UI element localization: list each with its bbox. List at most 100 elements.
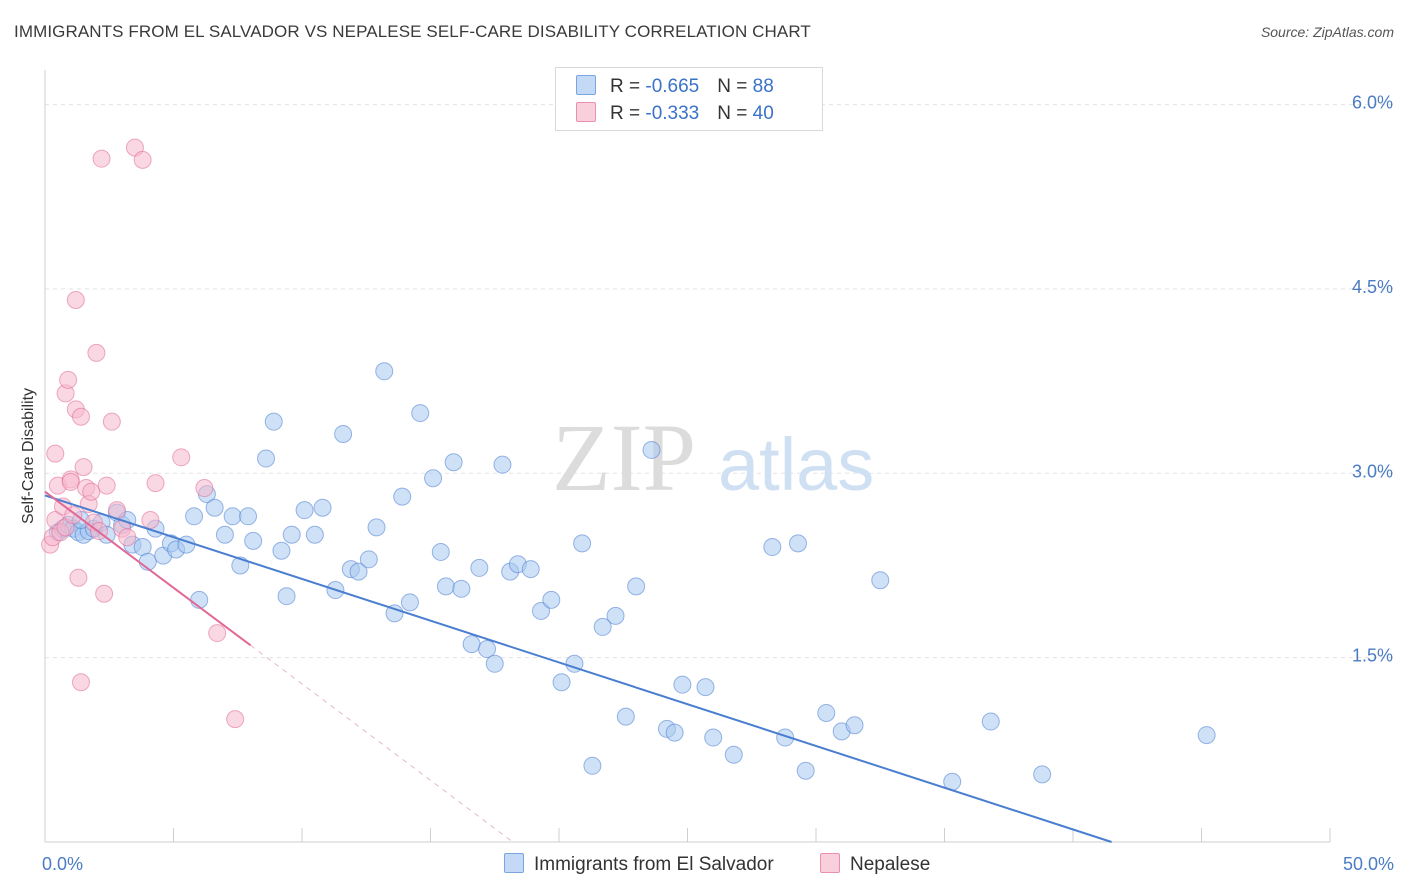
x-tick-label: 0.0% xyxy=(42,854,83,874)
watermark-zip: ZIP xyxy=(552,404,696,511)
el-salvador-point xyxy=(845,716,864,735)
el-salvador-point xyxy=(223,507,242,526)
bottom-legend-label: Immigrants from El Salvador xyxy=(534,854,774,875)
el-salvador-point xyxy=(796,761,815,780)
y-tick-label: 6.0% xyxy=(1352,93,1393,113)
nepalese-point xyxy=(172,448,191,467)
nepalese-point xyxy=(82,482,101,501)
el-salvador-point xyxy=(789,534,808,553)
el-salvador-point xyxy=(436,577,455,596)
y-axis-label: Self-Care Disability xyxy=(20,388,37,524)
legend-r-value: -0.665 xyxy=(645,76,700,97)
el-salvador-point xyxy=(776,728,795,747)
el-salvador-point xyxy=(521,560,540,579)
legend-n-label: N = xyxy=(717,76,753,97)
nepalese-point xyxy=(59,370,78,389)
el-salvador-point xyxy=(452,579,471,598)
trend-lines xyxy=(44,490,1112,843)
nepalese-point xyxy=(71,407,90,426)
bottom-legend-swatch-el-salvador xyxy=(504,853,524,873)
nepalese-point xyxy=(208,624,227,643)
y-tick-label: 4.5% xyxy=(1352,277,1393,297)
gridlines xyxy=(45,104,1395,659)
nepalese-point xyxy=(74,458,93,477)
el-salvador-point xyxy=(532,601,551,620)
legend-r-label: R = xyxy=(610,76,646,97)
el-salvador-point xyxy=(642,440,661,459)
nepalese-point xyxy=(102,412,121,431)
nepalese-point xyxy=(71,673,90,692)
legend-swatch-el-salvador xyxy=(576,75,596,95)
el-salvador-point xyxy=(282,525,301,544)
el-salvador-point xyxy=(215,525,234,544)
nepalese-point xyxy=(141,510,160,529)
nepalese-point xyxy=(92,149,111,168)
correlation-legend: R = -0.665 N = 88 R = -0.333 N = 40 xyxy=(555,67,823,131)
el-salvador-point xyxy=(462,635,481,654)
el-salvador-point xyxy=(385,604,404,623)
nepalese-trend-line xyxy=(44,490,252,647)
nepalese-point xyxy=(97,476,116,495)
el-salvador-point xyxy=(478,640,497,659)
el-salvador-point xyxy=(606,606,625,625)
el-salvador-point xyxy=(724,745,743,764)
el-salvador-point xyxy=(696,678,715,697)
nepalese-point xyxy=(133,150,152,169)
nepalese-point xyxy=(195,479,214,498)
el-salvador-point xyxy=(981,712,1000,731)
el-salvador-point xyxy=(239,507,258,526)
nepalese-point xyxy=(226,710,245,729)
el-salvador-point xyxy=(393,487,412,506)
el-salvador-point xyxy=(704,728,723,747)
bottom-legend-el-salvador: Immigrants from El Salvador xyxy=(504,853,774,876)
nepalese-point xyxy=(87,343,106,362)
nepalese-point xyxy=(146,474,165,493)
legend-row-el-salvador: R = -0.665 N = 88 xyxy=(576,75,774,98)
el-salvador-point xyxy=(334,424,353,443)
el-salvador-point xyxy=(359,550,378,569)
el-salvador-point xyxy=(573,534,592,553)
el-salvador-point xyxy=(627,577,646,596)
el-salvador-point xyxy=(411,404,430,423)
legend-r-value: -0.333 xyxy=(645,103,700,124)
el-salvador-point xyxy=(244,531,263,550)
x-tick-label: 50.0% xyxy=(1343,854,1394,874)
el-salvador-point xyxy=(470,558,489,577)
legend-r-label: R = xyxy=(610,103,646,124)
watermark: ZIP atlas xyxy=(552,404,874,511)
el-salvador-point xyxy=(763,538,782,557)
el-salvador-point xyxy=(552,673,571,692)
el-salvador-point xyxy=(485,654,504,673)
el-salvador-point xyxy=(871,571,890,590)
el-salvador-trend-line xyxy=(44,494,1112,843)
legend-n-label: N = xyxy=(717,103,753,124)
el-salvador-point xyxy=(593,617,612,636)
nepalese-trend-extension xyxy=(250,644,514,843)
el-salvador-point xyxy=(542,590,561,609)
el-salvador-point xyxy=(257,449,276,468)
chart-title: IMMIGRANTS FROM EL SALVADOR VS NEPALESE … xyxy=(14,22,811,41)
series-nepalese-points xyxy=(41,138,245,729)
el-salvador-point xyxy=(673,675,692,694)
nepalese-point xyxy=(61,472,80,491)
legend-row-nepalese: R = -0.333 N = 40 xyxy=(576,102,774,125)
el-salvador-point xyxy=(205,498,224,517)
el-salvador-point xyxy=(349,562,368,581)
el-salvador-point xyxy=(583,756,602,775)
bottom-legend-swatch-nepalese xyxy=(820,853,840,873)
el-salvador-point xyxy=(400,593,419,612)
source-attribution: Source: ZipAtlas.com xyxy=(1260,24,1394,40)
legend-swatch-nepalese xyxy=(576,102,596,122)
el-salvador-point xyxy=(367,518,386,537)
bottom-legend-nepalese: Nepalese xyxy=(820,853,930,876)
el-salvador-point xyxy=(424,469,443,488)
axes xyxy=(44,70,1331,843)
el-salvador-point xyxy=(817,703,836,722)
el-salvador-point xyxy=(305,525,324,544)
el-salvador-point xyxy=(444,453,463,472)
el-salvador-point xyxy=(616,707,635,726)
nepalese-point xyxy=(118,528,137,547)
el-salvador-point xyxy=(295,501,314,520)
el-salvador-point xyxy=(493,455,512,474)
